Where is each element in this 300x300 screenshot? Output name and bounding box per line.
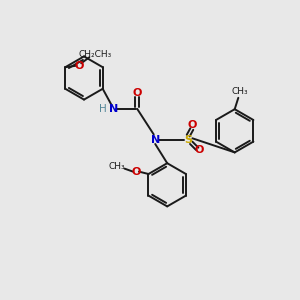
Text: S: S xyxy=(184,135,192,145)
Text: N: N xyxy=(109,104,118,114)
Text: O: O xyxy=(74,61,83,71)
Text: O: O xyxy=(131,167,141,177)
Text: H: H xyxy=(99,104,107,114)
Text: O: O xyxy=(194,145,203,155)
Text: CH₃: CH₃ xyxy=(232,87,248,96)
Text: CH₃: CH₃ xyxy=(109,162,126,171)
Text: CH₂CH₃: CH₂CH₃ xyxy=(79,50,112,59)
Text: O: O xyxy=(133,88,142,98)
Text: N: N xyxy=(151,135,160,145)
Text: O: O xyxy=(187,120,196,130)
